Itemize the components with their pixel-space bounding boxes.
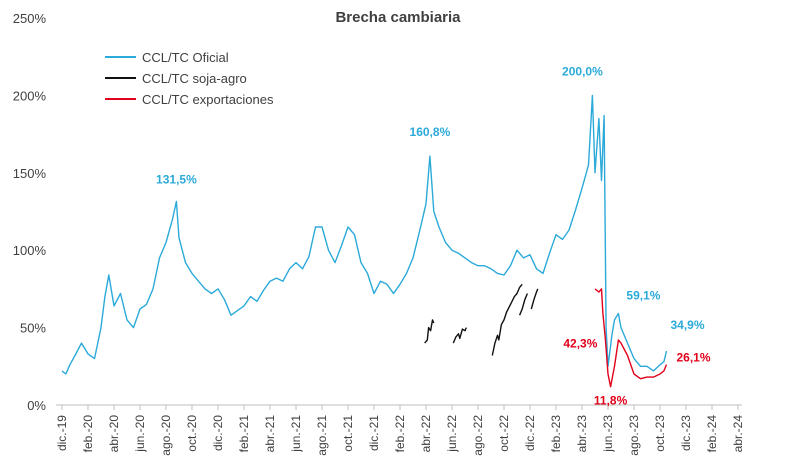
annotations-layer: 131,5% 160,8% 200,0% 59,1% 34,9% 42,3% 11,8% 26… (156, 64, 711, 407)
series-segment-ccl-tc-soja-agro (518, 293, 529, 316)
series-segment-ccl-tc-soja-agro (424, 319, 435, 344)
x-tick-label: abr.-22 (419, 415, 433, 453)
annotation-label: 34,9% (671, 318, 705, 332)
y-tick-label: 250% (13, 11, 47, 26)
x-tick-label: ago.-23 (627, 415, 641, 456)
x-tick-label: feb.-20 (81, 415, 95, 453)
y-axis-ticks: 0% 50% 100% 150% 200% 250% (13, 11, 47, 413)
x-tick-label: oct.-23 (653, 415, 667, 452)
series-segment-ccl-tc-soja-agro (530, 288, 539, 310)
series-line-ccl-tc-oficial (61, 94, 668, 375)
annotation-label: 11,8% (594, 394, 628, 408)
x-tick-label: abr.-24 (731, 415, 745, 453)
x-tick-label: jun.-23 (601, 415, 615, 453)
x-tick-label: ago.-20 (159, 415, 173, 456)
x-axis-ticks: dic.-19 feb.-20 abr.-20 jun.-20 ago.-20 oct.-… (55, 405, 745, 456)
legend-label-exportaciones: CCL/TC exportaciones (142, 92, 274, 107)
x-tick-label: jun.-20 (133, 415, 147, 453)
x-tick-label: ago.-22 (471, 415, 485, 456)
x-tick-label: abr.-23 (575, 415, 589, 453)
annotation-label: 26,1% (677, 351, 711, 365)
x-tick-label: oct.-20 (185, 415, 199, 452)
annotation-label: 200,0% (562, 64, 603, 78)
chart-title: Brecha cambiaria (335, 9, 461, 26)
series-segment-ccl-tc-soja-agro (491, 283, 523, 356)
x-tick-label: abr.-21 (263, 415, 277, 453)
x-tick-label: jun.-22 (445, 415, 459, 453)
x-tick-label: dic.-21 (367, 415, 381, 451)
series-line-ccl-tc-exportaciones (594, 288, 668, 388)
y-tick-label: 50% (20, 321, 46, 336)
annotation-label: 59,1% (626, 289, 660, 303)
x-tick-label: abr.-20 (107, 415, 121, 453)
y-tick-label: 100% (13, 243, 47, 258)
y-tick-label: 150% (13, 166, 47, 181)
x-tick-label: dic.-22 (523, 415, 537, 451)
series-segment-ccl-tc-soja-agro (452, 327, 467, 344)
x-tick-label: feb.-24 (705, 415, 719, 453)
y-tick-label: 0% (27, 398, 46, 413)
x-tick-label: jun.-21 (289, 415, 303, 453)
annotation-label: 160,8% (410, 125, 451, 139)
x-tick-label: ago.-21 (315, 415, 329, 456)
legend: CCL/TC Oficial CCL/TC soja-agro CCL/TC e… (105, 50, 274, 107)
x-tick-label: oct.-21 (341, 415, 355, 452)
x-tick-label: feb.-22 (393, 415, 407, 453)
annotation-label: 131,5% (156, 172, 197, 186)
legend-label-oficial: CCL/TC Oficial (142, 50, 229, 65)
x-tick-label: dic.-20 (211, 415, 225, 451)
annotation-label: 42,3% (563, 337, 597, 351)
x-tick-label: feb.-21 (237, 415, 251, 453)
x-tick-label: feb.-23 (549, 415, 563, 453)
x-tick-label: dic.-19 (55, 415, 69, 451)
x-tick-label: dic.-23 (679, 415, 693, 451)
x-tick-label: oct.-22 (497, 415, 511, 452)
legend-label-soja-agro: CCL/TC soja-agro (142, 71, 247, 86)
series-layer (61, 94, 668, 388)
y-tick-label: 200% (13, 88, 47, 103)
